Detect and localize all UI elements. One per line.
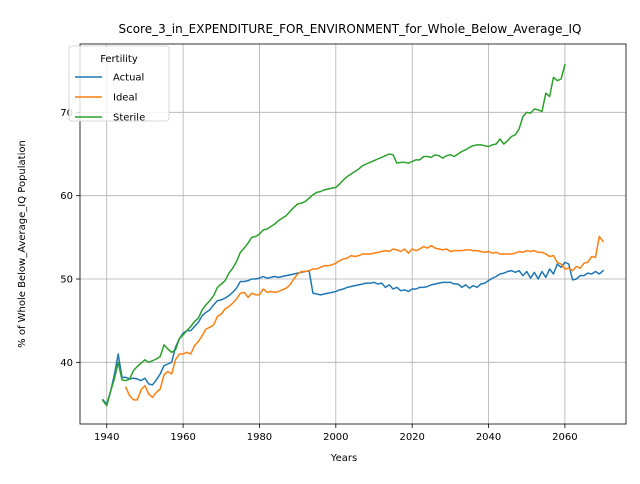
x-tick-label: 2000 bbox=[323, 432, 348, 443]
legend-title: Fertility bbox=[100, 54, 138, 65]
y-tick-label: 50 bbox=[60, 275, 73, 286]
chart-title: Score_3_in_EXPENDITURE_FOR_ENVIRONMENT_f… bbox=[119, 22, 582, 36]
x-axis-label: Years bbox=[330, 453, 357, 464]
x-tick-label: 2060 bbox=[552, 432, 577, 443]
y-axis-label: % of Whole Below_Average_IQ Population bbox=[17, 140, 28, 348]
legend: Fertility Actual Ideal Sterile bbox=[69, 46, 169, 124]
x-tick-label: 2040 bbox=[476, 432, 501, 443]
y-tick-label: 40 bbox=[60, 358, 73, 369]
y-tick-label: 60 bbox=[60, 191, 73, 202]
x-tick-label: 2020 bbox=[399, 432, 424, 443]
x-tick-label: 1940 bbox=[94, 432, 119, 443]
legend-label-sterile: Sterile bbox=[113, 113, 145, 124]
legend-label-actual: Actual bbox=[113, 73, 144, 84]
legend-label-ideal: Ideal bbox=[113, 93, 137, 104]
x-tick-label: 1980 bbox=[247, 432, 272, 443]
x-tick-label: 1960 bbox=[170, 432, 195, 443]
